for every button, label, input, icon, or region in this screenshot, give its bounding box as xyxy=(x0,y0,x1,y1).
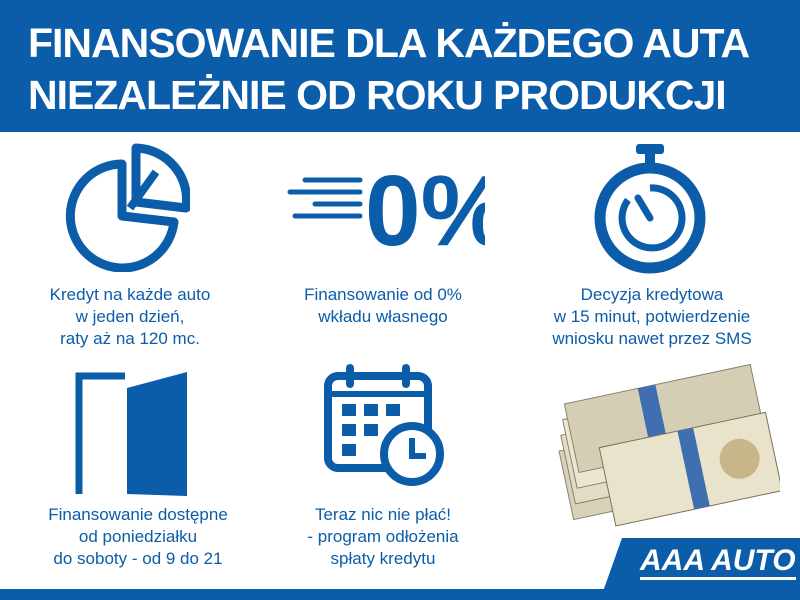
zero-percent-icon: 0% xyxy=(287,155,485,267)
caption-line: Teraz nic nie płać! xyxy=(314,505,452,524)
caption-line: Decyzja kredytowa xyxy=(580,285,724,304)
footer-band xyxy=(0,589,800,600)
caption-line: spłaty kredytu xyxy=(330,549,436,568)
aaa-auto-logo: AAA AUTO xyxy=(640,545,796,580)
calendar-clock-icon xyxy=(324,364,444,486)
caption-line: raty aż na 120 mc. xyxy=(60,329,200,348)
caption-line: do soboty - od 9 do 21 xyxy=(53,549,223,568)
feature-caption: Teraz nic nie płać! - program odłożenia … xyxy=(253,504,513,570)
header-banner: FINANSOWANIE DLA KAŻDEGO AUTA NIEZALEŻNI… xyxy=(0,0,800,132)
caption-line: Finansowanie dostępne xyxy=(48,505,228,524)
pie-chart-icon xyxy=(65,143,190,272)
caption-line: Finansowanie od 0% xyxy=(304,285,462,304)
feature-caption: Kredyt na każde auto w jeden dzień, raty… xyxy=(0,284,260,350)
feature-caption: Decyzja kredytowa w 15 minut, potwierdze… xyxy=(522,284,782,350)
caption-line: - program odłożenia xyxy=(307,527,459,546)
caption-line: w jeden dzień, xyxy=(75,307,185,326)
feature-caption: Finansowanie od 0% wkładu własnego xyxy=(253,284,513,328)
headline-line-2: NIEZALEŻNIE OD ROKU PRODUKCJI xyxy=(28,72,727,118)
caption-line: Kredyt na każde auto xyxy=(49,285,211,304)
caption-line: od poniedziałku xyxy=(78,527,198,546)
door-icon xyxy=(75,372,187,496)
logo-background xyxy=(600,538,800,600)
stopwatch-icon xyxy=(594,144,706,274)
headline-line-1: FINANSOWANIE DLA KAŻDEGO AUTA xyxy=(28,20,750,66)
percent-text: 0% xyxy=(365,155,485,267)
caption-line: wkładu własnego xyxy=(318,307,448,326)
feature-caption: Finansowanie dostępne od poniedziałku do… xyxy=(8,504,268,570)
money-stack-image xyxy=(558,363,780,527)
caption-line: wniosku nawet przez SMS xyxy=(552,329,752,348)
caption-line: w 15 minut, potwierdzenie xyxy=(553,307,751,326)
